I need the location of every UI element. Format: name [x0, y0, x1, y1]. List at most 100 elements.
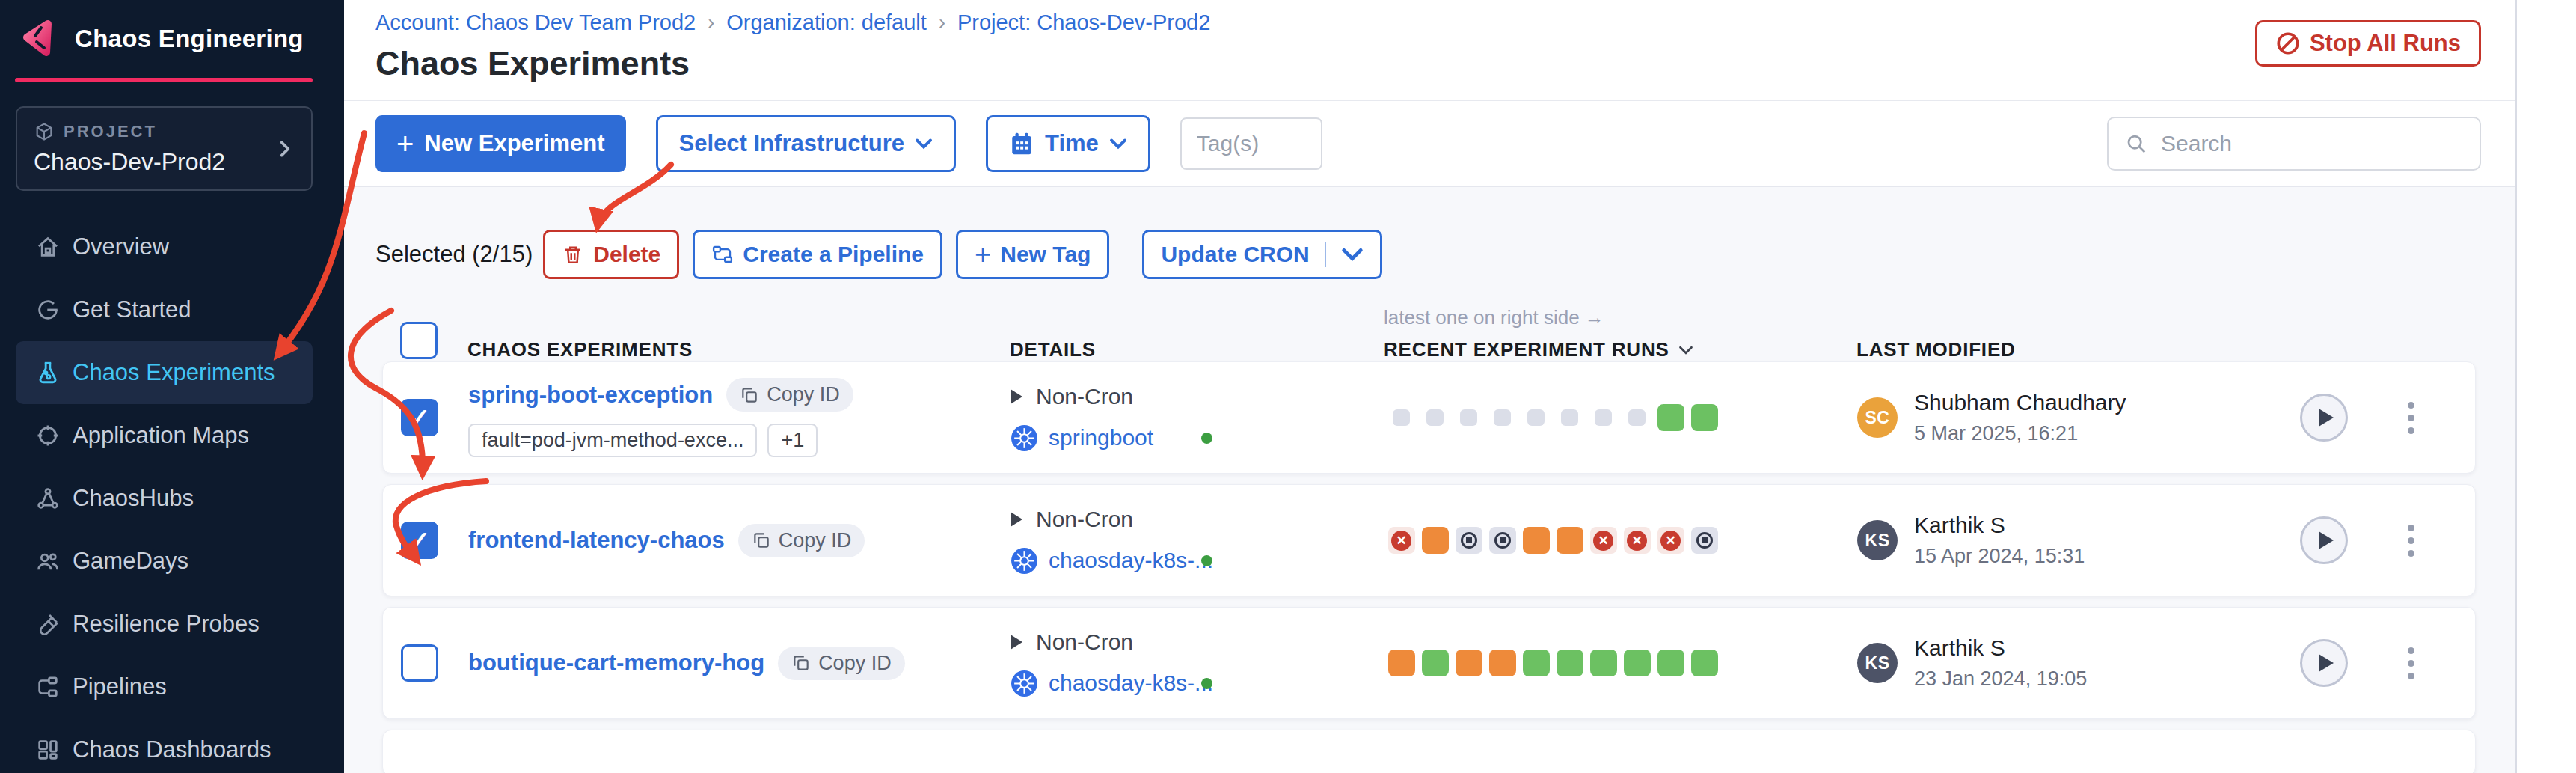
- sidebar-item-overview[interactable]: Overview: [16, 216, 313, 278]
- more-menu-button[interactable]: [2403, 643, 2419, 684]
- row-checkbox[interactable]: [401, 399, 438, 436]
- run-status-none[interactable]: [1393, 409, 1410, 426]
- sidebar-item-chaos-dashboards[interactable]: Chaos Dashboards: [16, 718, 313, 773]
- search-input[interactable]: [2159, 130, 2463, 157]
- update-cron-button[interactable]: Update CRON: [1142, 230, 1381, 279]
- select-all-checkbox[interactable]: [400, 322, 438, 359]
- experiment-name-link[interactable]: boutique-cart-memory-hog: [468, 650, 764, 676]
- get-started-icon: [35, 297, 61, 323]
- sidebar-item-get-started[interactable]: Get Started: [16, 278, 313, 341]
- experiment-name-link[interactable]: spring-boot-exception: [468, 382, 713, 409]
- experiment-tag[interactable]: +1: [767, 424, 818, 457]
- table-header: CHAOS EXPERIMENTS DETAILS latest one on …: [382, 297, 2476, 361]
- row-checkbox[interactable]: [401, 522, 438, 559]
- run-status-none[interactable]: [1527, 409, 1545, 426]
- new-experiment-button[interactable]: + New Experiment: [375, 115, 626, 172]
- breadcrumb-org-link[interactable]: Organization: default: [726, 10, 927, 35]
- select-infrastructure-dropdown[interactable]: Select Infrastructure: [656, 115, 957, 172]
- new-tag-button[interactable]: + New Tag: [956, 230, 1109, 279]
- run-status-running[interactable]: [1557, 527, 1583, 554]
- run-status-passed[interactable]: [1657, 650, 1684, 676]
- flask-icon: [35, 360, 61, 385]
- sidebar-item-chaos-experiments[interactable]: Chaos Experiments: [16, 341, 313, 404]
- experiment-tag[interactable]: fault=pod-jvm-method-exce...: [468, 424, 757, 457]
- copy-id-button[interactable]: Copy ID: [778, 647, 905, 680]
- copy-id-button[interactable]: Copy ID: [726, 378, 853, 412]
- more-menu-button[interactable]: [2403, 397, 2419, 439]
- column-header-experiments: CHAOS EXPERIMENTS: [467, 338, 1010, 361]
- time-filter-dropdown[interactable]: Time: [986, 115, 1150, 172]
- play-icon: [2319, 409, 2334, 427]
- sidebar-item-label: Application Maps: [73, 422, 249, 449]
- stop-all-runs-button[interactable]: Stop All Runs: [2255, 20, 2481, 67]
- modified-by-name: Karthik S: [1914, 513, 2085, 538]
- run-status-stopped[interactable]: [1691, 527, 1718, 554]
- delete-button[interactable]: Delete: [543, 230, 679, 279]
- cron-status[interactable]: Non-Cron: [1011, 629, 1384, 655]
- run-status-passed[interactable]: [1691, 650, 1718, 676]
- run-status-passed[interactable]: [1422, 650, 1449, 676]
- kubernetes-icon: [1011, 670, 1038, 697]
- kubernetes-icon: [1011, 424, 1038, 452]
- run-status-failed[interactable]: [1388, 527, 1415, 554]
- sidebar-item-pipelines[interactable]: Pipelines: [16, 656, 313, 718]
- run-status-passed[interactable]: [1624, 650, 1651, 676]
- run-status-running[interactable]: [1489, 650, 1516, 676]
- cron-status[interactable]: Non-Cron: [1011, 507, 1384, 532]
- run-status-running[interactable]: [1456, 650, 1482, 676]
- run-status-failed[interactable]: [1590, 527, 1617, 554]
- experiment-row: frontend-latency-chaos Copy ID Non-Cron: [382, 484, 2476, 596]
- project-label: PROJECT: [64, 122, 157, 141]
- infrastructure-link[interactable]: springboot: [1049, 425, 1153, 450]
- app-title: Chaos Engineering: [75, 25, 304, 53]
- create-pipeline-button[interactable]: Create a Pipeline: [693, 230, 942, 279]
- modified-by-name: Shubham Chaudhary: [1914, 390, 2126, 415]
- sort-chevron-icon[interactable]: [1678, 345, 1693, 355]
- copy-id-button[interactable]: Copy ID: [738, 524, 865, 557]
- project-selector[interactable]: PROJECT Chaos-Dev-Prod2: [16, 106, 313, 191]
- run-status-failed[interactable]: [1657, 527, 1684, 554]
- sidebar-item-application-maps[interactable]: Application Maps: [16, 404, 313, 467]
- run-status-none[interactable]: [1426, 409, 1444, 426]
- run-status-stopped[interactable]: [1489, 527, 1516, 554]
- breadcrumb-project-link[interactable]: Project: Chaos-Dev-Prod2: [957, 10, 1210, 35]
- run-status-passed[interactable]: [1590, 650, 1617, 676]
- page-title: Chaos Experiments: [375, 44, 2481, 83]
- more-menu-button[interactable]: [2403, 520, 2419, 561]
- run-status-running[interactable]: [1388, 650, 1415, 676]
- sidebar-item-gamedays[interactable]: GameDays: [16, 530, 313, 593]
- run-status-running[interactable]: [1523, 527, 1550, 554]
- scroll-gutter[interactable]: [2515, 0, 2576, 773]
- experiment-name-link[interactable]: frontend-latency-chaos: [468, 527, 725, 554]
- run-status-passed[interactable]: [1557, 650, 1583, 676]
- cron-status[interactable]: Non-Cron: [1011, 384, 1384, 409]
- infrastructure-link[interactable]: chaosday-k8s-...: [1049, 548, 1213, 573]
- sidebar-item-chaoshubs[interactable]: ChaosHubs: [16, 467, 313, 530]
- tags-filter-input[interactable]: [1180, 117, 1322, 170]
- breadcrumb-account-link[interactable]: Account: Chaos Dev Team Prod2: [375, 10, 696, 35]
- expand-icon: [1011, 512, 1022, 527]
- row-checkbox[interactable]: [401, 644, 438, 682]
- sidebar-item-resilience-probes[interactable]: Resilience Probes: [16, 593, 313, 656]
- brand-divider: [15, 78, 313, 82]
- chaos-engineering-logo: [18, 18, 60, 60]
- run-status-none[interactable]: [1595, 409, 1612, 426]
- run-status-none[interactable]: [1460, 409, 1477, 426]
- run-status-passed[interactable]: [1691, 404, 1718, 431]
- run-experiment-button[interactable]: [2300, 639, 2348, 687]
- infra-active-dot: [1201, 433, 1212, 444]
- run-status-running[interactable]: [1422, 527, 1449, 554]
- run-status-failed[interactable]: [1624, 527, 1651, 554]
- infrastructure-link[interactable]: chaosday-k8s-...: [1049, 670, 1213, 696]
- main-area: Account: Chaos Dev Team Prod2 › Organiza…: [344, 0, 2576, 773]
- experiment-row: boutique-cart-memory-hog Copy ID Non-Cro…: [382, 607, 2476, 719]
- run-status-stopped[interactable]: [1456, 527, 1482, 554]
- run-status-none[interactable]: [1628, 409, 1646, 426]
- run-experiment-button[interactable]: [2300, 516, 2348, 564]
- run-history: [1384, 527, 1721, 554]
- run-status-none[interactable]: [1561, 409, 1578, 426]
- run-status-none[interactable]: [1494, 409, 1511, 426]
- run-status-passed[interactable]: [1523, 650, 1550, 676]
- run-experiment-button[interactable]: [2300, 394, 2348, 442]
- run-status-passed[interactable]: [1657, 404, 1684, 431]
